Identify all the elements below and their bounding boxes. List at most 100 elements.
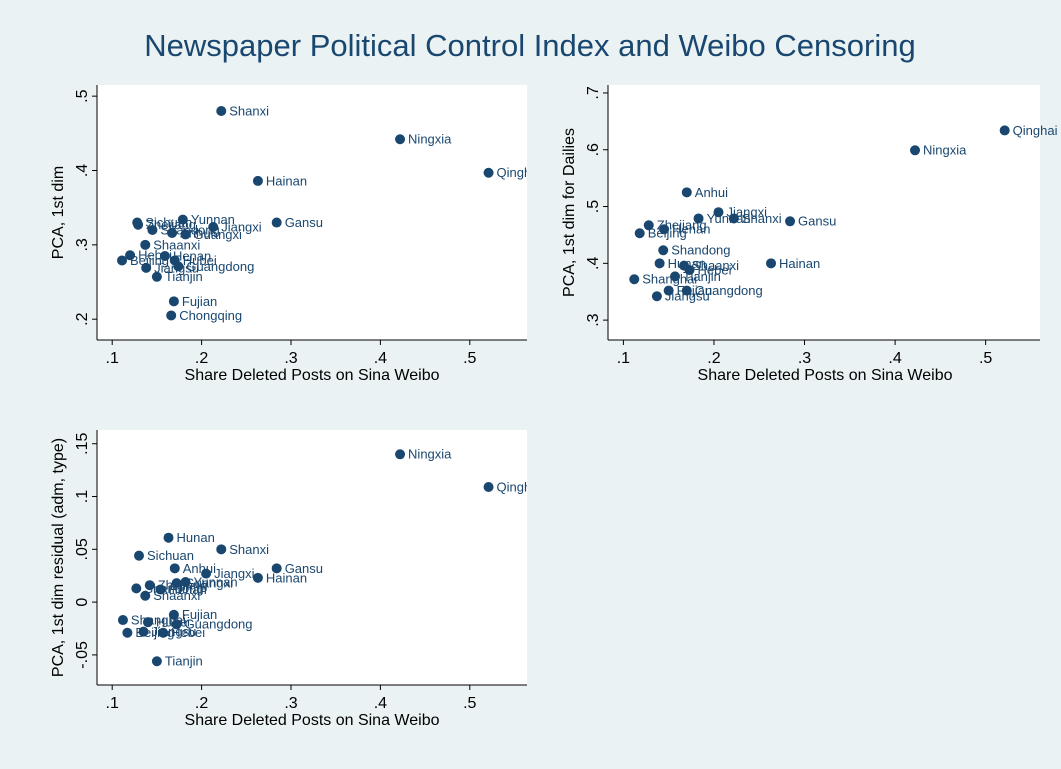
y-axis-title: PCA, 1st dim for Dailies [561,128,578,297]
point [271,217,282,228]
x-tick-label: .2 [195,695,208,712]
point [658,245,669,256]
point [663,285,674,296]
point-label: Hunan [668,256,706,271]
point [643,220,654,231]
point [142,617,153,628]
point-label: Hainan [266,570,307,585]
panel: .1 .2 .3 .4 .5 .2 .3 .4 .5 Share Deleted Posts on… [50,85,527,384]
point-label: Guangdong [186,259,254,274]
point-label: Guangxi [194,227,243,242]
point [173,261,184,272]
point [395,134,406,145]
y-tick-label: .4 [74,164,91,177]
plot-area [97,430,527,685]
y-tick-label: .6 [585,143,602,156]
point [180,229,191,240]
x-tick-label: .3 [284,350,297,367]
point-label: Henan [168,582,206,597]
point-label: Zhejiang [657,218,707,233]
point-label: Hainan [779,256,820,271]
point-label: Henan [173,248,211,263]
point-label: Guangdong [185,617,253,632]
point [654,258,665,269]
y-tick-label: 0 [74,598,91,607]
point [681,187,692,198]
y-tick-label: .3 [585,313,602,326]
point-label: Anhui [695,185,728,200]
point [659,224,670,235]
point-label: Gansu [798,214,836,229]
y-tick-label: .7 [585,86,602,99]
point [483,167,494,178]
point-label: Shanxi [229,542,269,557]
x-tick-label: .1 [617,350,630,367]
point [125,250,136,261]
x-tick-label: .2 [195,350,208,367]
y-tick-label: .3 [74,238,91,251]
point-label: Sichuan [147,548,194,563]
point-label: Fujian [182,607,217,622]
point [713,207,724,218]
point [168,296,179,307]
point-label: Tianjin [165,654,203,669]
x-tick-label: .5 [463,350,476,367]
x-tick-label: .3 [798,350,811,367]
point [147,224,158,235]
x-tick-label: .1 [106,350,119,367]
figure-title: Newspaper Political Control Index and We… [144,28,915,63]
point [117,615,128,626]
point [169,563,180,574]
x-tick-label: .4 [374,695,387,712]
point [684,265,695,276]
y-axis-title: PCA, 1st dim residual (adm, type) [50,438,67,677]
point [216,544,227,555]
point-label: Shandong [671,243,730,258]
point [216,106,227,117]
point [159,250,170,261]
point-label: Zhejiang [158,578,208,593]
point [171,578,182,589]
point-label: Shaanxi [153,588,200,603]
point [651,291,662,302]
point-label: Beijing [648,226,687,241]
point-label: Tianjin [165,269,203,284]
point [395,449,406,460]
point [693,213,704,224]
point-label: Qinghai [497,479,542,494]
point-label: Beijing [135,625,174,640]
point [131,583,142,594]
x-tick-label: .5 [463,695,476,712]
x-tick-label: .1 [106,695,119,712]
y-tick-label: .1 [74,490,91,503]
point-label: Yunnan [194,574,238,589]
point [133,219,144,230]
point-label: Qinghai [1013,123,1058,138]
point [144,580,155,591]
point-label: Ningxia [923,143,967,158]
point [163,532,174,543]
y-axis-title: PCA, 1st dim [50,166,67,259]
point [670,271,681,282]
point-label: Hubei [183,253,217,268]
point [201,568,212,579]
x-axis-title: Share Deleted Posts on Sina Weibo [185,712,440,729]
point-label: Jiangsu [665,289,710,304]
panel: .1 .2 .3 .4 .5 .3 .4 .5 .6 .7 Share Deleted Posts … [561,85,1058,384]
point-label: Chongqing [179,308,242,323]
point [766,258,777,269]
point-label: Shaanxi [153,237,200,252]
point [208,221,219,232]
point-label: Yunnan [707,211,751,226]
point [151,656,162,667]
point-label: Gansu [285,561,323,576]
point-label: Shanghai [642,272,697,287]
plot-area [97,85,527,340]
point-label: Sichuan [145,215,192,230]
point [999,125,1010,136]
y-tick-label: -.05 [74,641,91,669]
point-label: Beijing [130,253,169,268]
x-tick-label: .4 [888,350,901,367]
